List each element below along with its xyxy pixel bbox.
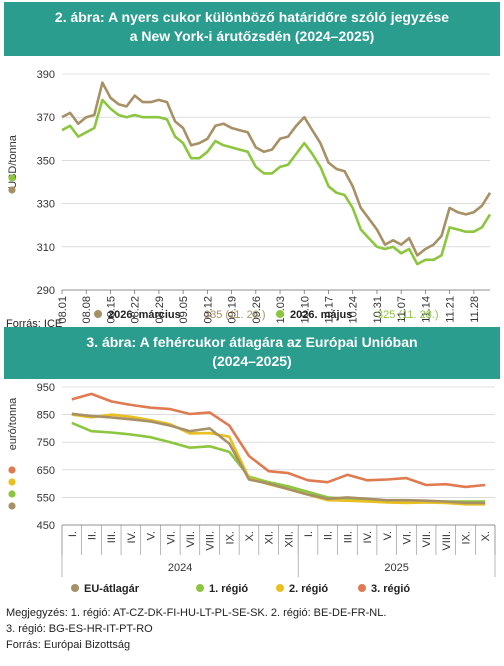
chart1-xtick-label: 08.01 — [57, 296, 69, 324]
chart2-xtick-label: VIII. — [205, 531, 217, 551]
chart1-ytick-label: 390 — [37, 69, 55, 81]
chart1-ylabel-marker — [8, 186, 16, 194]
chart2-xtick-label: IX. — [460, 531, 472, 544]
chart1-xtick-label: 11.21 — [445, 296, 457, 323]
chart2-series-line — [71, 421, 486, 503]
chart1-ytick-label: 350 — [37, 155, 55, 167]
chart2-ytick-label: 550 — [37, 492, 55, 504]
chart1-xtick-label: 10.24 — [348, 296, 360, 324]
chart1-legend-marker — [276, 310, 284, 318]
chart1-legend-marker — [94, 310, 102, 318]
chart2-legend-marker — [358, 584, 366, 592]
chart2-ytick-label: 950 — [37, 382, 55, 394]
chart1-ytick-label: 370 — [37, 112, 55, 124]
chart1-series-line — [61, 98, 492, 266]
chart1-ytick-label: 310 — [37, 242, 55, 254]
chart2-ylabel-marker — [8, 490, 16, 498]
chart1-xtick-label: 09.05 — [178, 296, 190, 324]
chart2-ylabel-marker — [8, 466, 16, 474]
chart2-legend-marker — [276, 584, 284, 592]
chart1-xtick-label: 11.14 — [420, 296, 432, 323]
chart2-title: 3. ábra: A fehércukor átlagára az Európa… — [4, 327, 500, 379]
chart2-xtick-label: X. — [480, 531, 492, 541]
chart1-xtick-label: 10.03 — [275, 296, 287, 324]
chart1-xtick-label: 10.31 — [372, 296, 384, 324]
chart2-ytick-label: 850 — [37, 410, 55, 422]
chart2-xtick-label: VII. — [421, 531, 433, 548]
chart1-legend-label: 2026. május — [290, 309, 352, 321]
chart1-xtick-label: 11.28 — [469, 296, 481, 323]
chart2-legend-marker — [196, 584, 204, 592]
chart1-title: 2. ábra: A nyers cukor különböző határid… — [4, 2, 500, 56]
chart2-note: Megjegyzés: 1. régió: AT-CZ-DK-FI-HU-LT-… — [6, 605, 386, 653]
chart2-xtick-label: I. — [303, 531, 315, 537]
chart2-note-line2: 3. régió: BG-ES-HR-IT-PT-RO — [6, 623, 153, 635]
chart1-ylabel-marker — [8, 174, 16, 182]
chart2-xtick-label: IV. — [362, 531, 374, 543]
chart1-xtick-label: 10.17 — [323, 296, 335, 324]
chart1-legend-value: 325 (11. 28.) — [377, 309, 439, 321]
chart1-series-line — [61, 81, 492, 257]
chart1-plot: 290 310 330 350 370 390 08.01 08.08 08.15 08.22 08… — [7, 69, 492, 324]
chart1-title-line1: 2. ábra: A nyers cukor különböző határid… — [54, 9, 450, 25]
chart2-ytick-label: 650 — [37, 465, 55, 477]
chart2-xtick-label: II. — [87, 531, 99, 540]
chart2-xtick-label: III. — [342, 531, 354, 543]
chart2-xtick-label: I. — [67, 531, 79, 537]
chart1-legend-label: 2026. március — [108, 309, 181, 321]
chart2-ytick-label: 450 — [37, 520, 55, 532]
chart2-xtick-label: XI. — [264, 531, 276, 544]
chart2-legend-marker — [71, 584, 79, 592]
chart2-xtick-label: III. — [106, 531, 118, 543]
chart1-xtick-label: 10.10 — [299, 296, 311, 324]
chart2-xtick-label: VIII. — [441, 531, 453, 551]
chart2-xtick-label: V. — [382, 531, 394, 540]
chart1-xtick-label: 08.08 — [81, 296, 93, 324]
chart2-xtick-label: IV. — [126, 531, 138, 543]
chart2-legend-label: 1. régió — [209, 583, 248, 595]
chart2-xtick-label: II. — [323, 531, 335, 540]
chart1-ytick-label: 290 — [37, 285, 55, 297]
chart2-xtick-label: X. — [244, 531, 256, 541]
chart2-xtick-label: VI. — [165, 531, 177, 544]
chart2-ylabel-marker — [8, 478, 16, 486]
chart2-series-line — [71, 412, 486, 505]
chart2-source: Forrás: Európai Bizottság — [6, 639, 131, 651]
chart2-series-line — [71, 413, 486, 506]
chart2-series-line — [71, 392, 486, 489]
chart2-ylabel: euró/tonna — [7, 397, 19, 450]
chart1-title-line2: a New York-i árutőzsdén (2024–2025) — [129, 28, 375, 44]
chart2-xtick-label: IX. — [224, 531, 236, 544]
chart2-xtick-label: VII. — [185, 531, 197, 548]
chart1-legend-value: 335 (11. 28.) — [204, 309, 266, 321]
chart1-xtick-label: 08.15 — [105, 296, 117, 324]
chart2-legend-label: 2. régió — [289, 583, 328, 595]
chart2-year-label: 2025 — [384, 562, 408, 574]
chart1-ytick-label: 330 — [37, 199, 55, 211]
chart2-title-line1: 3. ábra: A fehércukor átlagára az Európa… — [86, 334, 418, 350]
chart2-title-line2: (2024–2025) — [212, 353, 292, 369]
chart2-legend-label: EU-átlagár — [84, 583, 140, 595]
chart1-xtick-label: 08.22 — [130, 296, 142, 324]
chart2-plot: 450 550 650 750 850 950 I. II. III. IV. V. VI. VII. V… — [7, 382, 496, 595]
chart1-xtick-label: 11.07 — [396, 296, 408, 323]
chart2-ytick-label: 750 — [37, 437, 55, 449]
chart2-xtick-label: XII. — [283, 531, 295, 548]
chart1-xtick-label: 09.26 — [251, 296, 263, 324]
chart1-xtick-label: 09.19 — [227, 296, 239, 324]
chart2-legend-label: 3. régió — [371, 583, 410, 595]
chart1-xtick-label: 08.29 — [154, 296, 166, 324]
chart2-note-line1: Megjegyzés: 1. régió: AT-CZ-DK-FI-HU-LT-… — [6, 607, 387, 619]
chart1-xtick-label: 09.12 — [202, 296, 214, 324]
chart2-xtick-label: VI. — [401, 531, 413, 544]
chart2-ylabel-marker — [8, 502, 16, 510]
chart2-xtick-label: V. — [146, 531, 158, 540]
chart2-year-label: 2024 — [168, 562, 192, 574]
